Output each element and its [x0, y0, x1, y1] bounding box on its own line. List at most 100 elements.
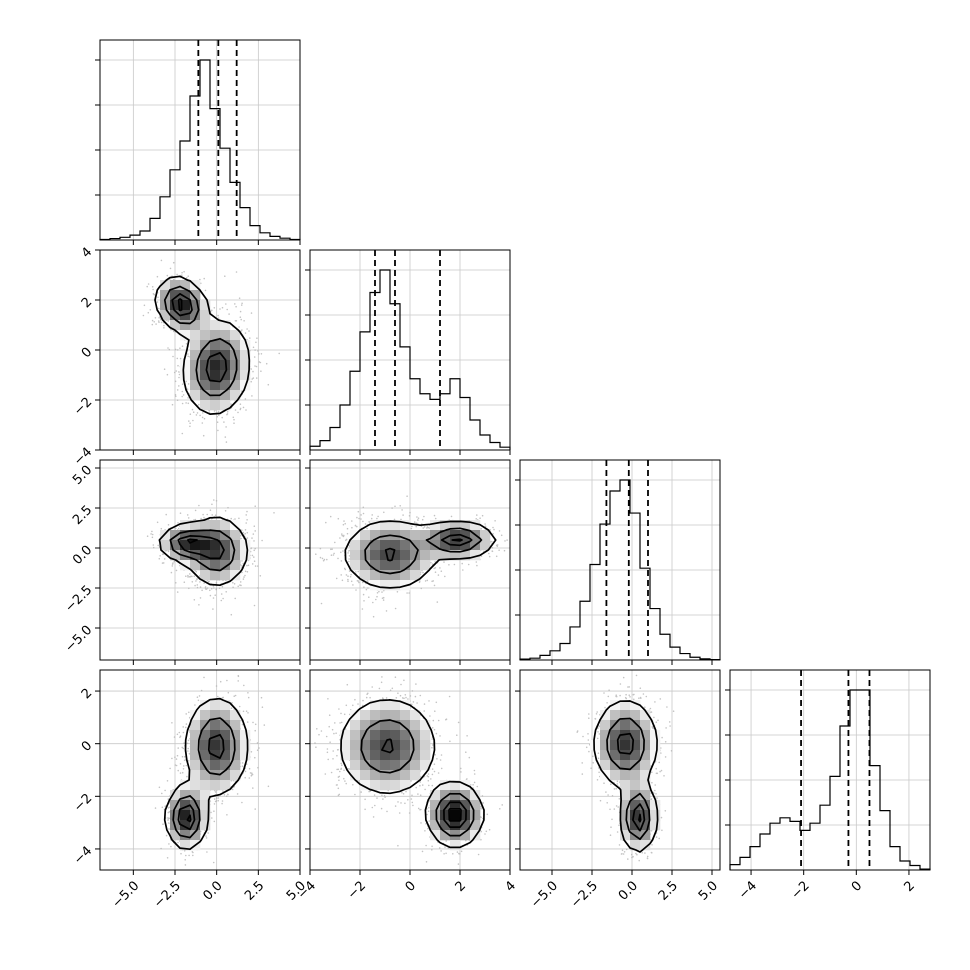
- panel-content: [142, 259, 281, 443]
- density-bin: [210, 340, 221, 351]
- density-bin: [620, 720, 631, 731]
- density-bin: [420, 530, 431, 541]
- density-bin: [410, 760, 421, 771]
- density-bin: [190, 820, 201, 831]
- density-bin: [370, 540, 381, 551]
- density-bin: [460, 530, 471, 541]
- density-bin: [200, 790, 211, 801]
- density-bin: [230, 560, 241, 571]
- density-bin: [220, 740, 231, 751]
- density-bin: [370, 720, 381, 731]
- density-bin: [440, 820, 451, 831]
- x-tick-label-3: 2: [902, 878, 918, 894]
- density-bin: [200, 740, 211, 751]
- density-bin: [380, 720, 391, 731]
- density-bin: [190, 830, 201, 841]
- density-bin: [410, 710, 421, 721]
- density-bin: [340, 730, 351, 741]
- density-bin: [400, 740, 411, 751]
- density-bin: [370, 760, 381, 771]
- density-bin: [440, 790, 451, 801]
- density-bin: [360, 540, 371, 551]
- density-bin: [220, 550, 231, 561]
- density-bin: [450, 790, 461, 801]
- density-bin: [190, 750, 201, 761]
- density-bin: [380, 710, 391, 721]
- density-bin: [240, 730, 251, 741]
- density-bin: [210, 320, 221, 331]
- y-tick-label-1: 0: [79, 345, 95, 361]
- density-bin: [200, 820, 211, 831]
- density-bin: [380, 580, 391, 591]
- density-bin: [210, 710, 221, 721]
- density-bin: [470, 820, 481, 831]
- density-bin: [180, 780, 191, 791]
- density-bin: [650, 820, 661, 831]
- panel-content: [314, 676, 504, 865]
- density-bin: [420, 720, 431, 731]
- density-bin: [240, 550, 251, 561]
- density-bin: [400, 750, 411, 761]
- density-bin: [190, 560, 201, 571]
- density-bin: [600, 720, 611, 731]
- density-bin: [400, 570, 411, 581]
- density-bin: [630, 700, 641, 711]
- density-bin: [190, 380, 201, 391]
- density-bin: [360, 760, 371, 771]
- contour-level-1: [606, 717, 651, 841]
- density-bin: [210, 700, 221, 711]
- density-bin: [450, 520, 461, 531]
- density-bin: [360, 780, 371, 791]
- density-bin: [190, 780, 201, 791]
- contour-level-3: [186, 814, 192, 823]
- density-bin: [210, 760, 221, 771]
- density-bin: [600, 760, 611, 771]
- density-bin: [640, 790, 651, 801]
- density-bin: [220, 370, 231, 381]
- density-bin: [600, 710, 611, 721]
- density-bin: [230, 570, 241, 581]
- y-tick-label-2: 5.0: [70, 463, 95, 488]
- density-bin: [390, 750, 401, 761]
- density-bin: [600, 740, 611, 751]
- density-bin: [240, 750, 251, 761]
- density-bin: [420, 540, 431, 551]
- density-bin: [410, 550, 421, 561]
- density-bin: [220, 520, 231, 531]
- density-bin: [630, 840, 641, 851]
- density-bin: [230, 750, 241, 761]
- density-bin: [460, 540, 471, 551]
- density-bin: [410, 740, 421, 751]
- density-bin: [630, 740, 641, 751]
- density-bin: [350, 560, 361, 571]
- density-bin: [410, 570, 421, 581]
- density-bin: [630, 820, 641, 831]
- density-bin: [220, 760, 231, 771]
- density-bin: [380, 770, 391, 781]
- density-bin: [390, 700, 401, 711]
- density-bin: [650, 800, 661, 811]
- density-bin: [200, 370, 211, 381]
- y-tick-label-2: 2.5: [70, 503, 95, 528]
- density-bin: [400, 520, 411, 531]
- density-bin: [400, 780, 411, 791]
- density-bin: [360, 740, 371, 751]
- density-bin: [340, 740, 351, 751]
- density-bin: [390, 520, 401, 531]
- density-bin: [210, 770, 221, 781]
- density-bin: [410, 770, 421, 781]
- density-bin: [190, 710, 201, 721]
- contour-level-1: [364, 527, 483, 575]
- density-bin: [170, 800, 181, 811]
- density-bin: [210, 330, 221, 341]
- density-bin: [190, 740, 201, 751]
- contour-level-2: [177, 535, 225, 560]
- density-bin: [630, 780, 641, 791]
- density-bin: [190, 540, 201, 551]
- density-bin: [190, 310, 201, 321]
- density-bin: [170, 300, 181, 311]
- density-bin: [200, 300, 211, 311]
- density-bin: [190, 810, 201, 821]
- density-bin: [440, 550, 451, 561]
- density-bin: [180, 790, 191, 801]
